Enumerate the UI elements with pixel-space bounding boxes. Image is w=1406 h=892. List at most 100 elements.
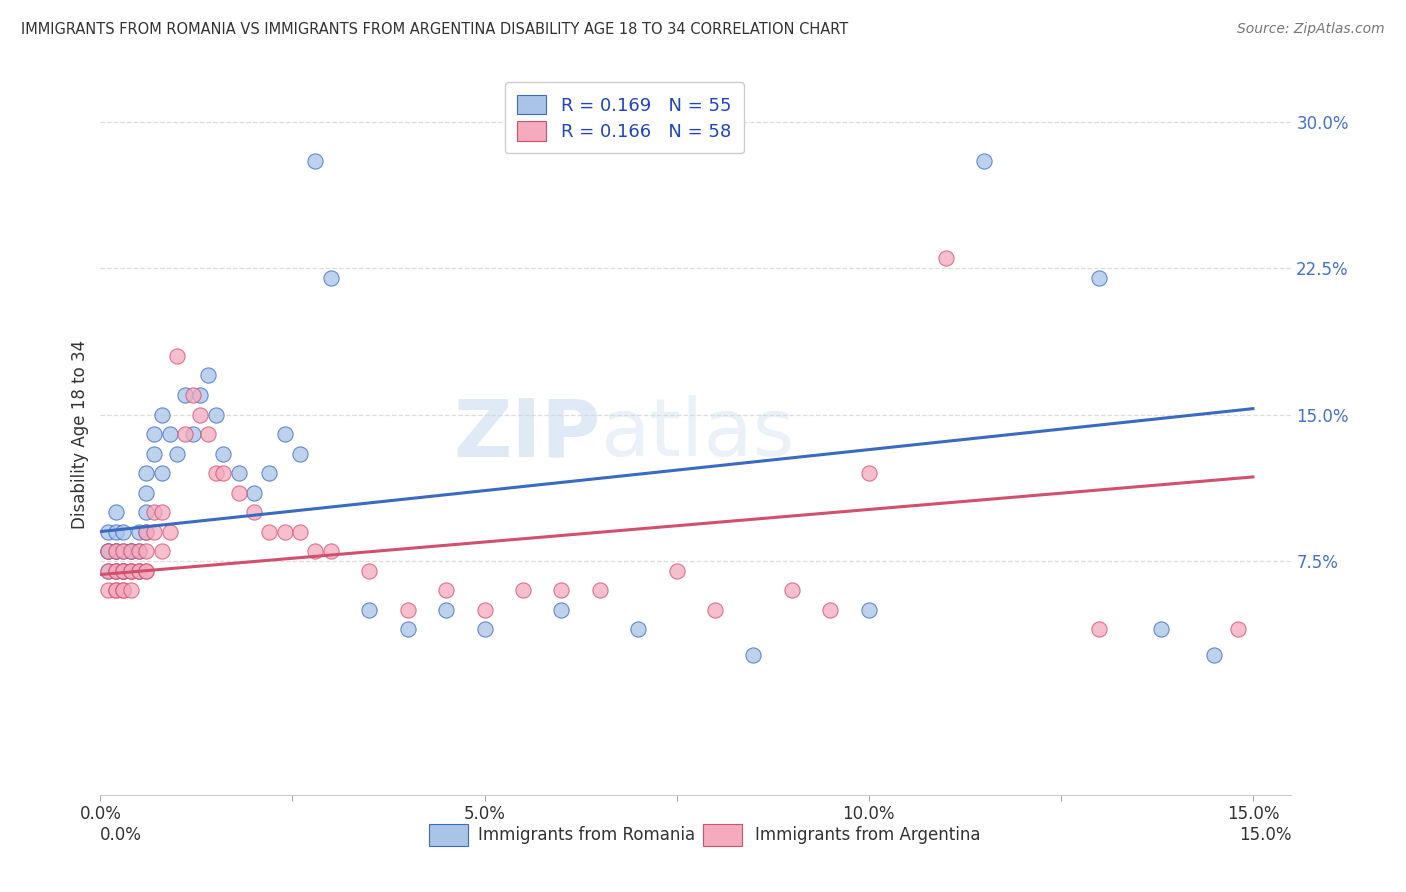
Text: IMMIGRANTS FROM ROMANIA VS IMMIGRANTS FROM ARGENTINA DISABILITY AGE 18 TO 34 COR: IMMIGRANTS FROM ROMANIA VS IMMIGRANTS FR… [21,22,848,37]
Point [150,505,173,519]
Point [104,564,127,578]
Point [97,544,120,558]
Point [97,583,120,598]
Point [150,466,173,480]
Legend: R = 0.169   N = 55, R = 0.166   N = 58: R = 0.169 N = 55, R = 0.166 N = 58 [505,82,744,153]
Point [935,252,957,266]
Point [973,153,995,168]
Point [274,427,297,442]
Point [150,408,173,422]
Point [589,583,612,598]
Point [259,466,281,480]
Point [243,505,266,519]
Point [1226,622,1249,636]
Point [120,564,142,578]
Point [128,564,150,578]
Text: 0.0%: 0.0% [100,826,142,844]
Point [288,446,311,460]
Point [112,564,135,578]
Point [104,583,127,598]
Point [173,427,195,442]
Point [135,544,157,558]
Point [319,271,342,285]
Point [243,485,266,500]
Point [1204,648,1226,662]
Point [288,524,311,539]
Text: atlas: atlas [600,395,794,473]
Point [143,505,166,519]
Point [212,466,235,480]
Point [112,583,135,598]
Point [97,544,120,558]
Point [135,564,157,578]
Point [742,648,765,662]
Point [159,524,181,539]
Point [550,583,572,598]
Text: Immigrants from Argentina: Immigrants from Argentina [755,826,980,844]
Point [1088,271,1111,285]
Point [128,544,150,558]
Point [396,622,419,636]
Point [304,153,326,168]
Point [104,564,127,578]
Point [858,602,880,616]
Point [135,485,157,500]
Y-axis label: Disability Age 18 to 34: Disability Age 18 to 34 [72,340,89,529]
Point [434,583,457,598]
Point [204,408,226,422]
Point [135,524,157,539]
Point [204,466,226,480]
Point [212,446,235,460]
Point [112,564,135,578]
Point [512,583,534,598]
Point [197,368,219,383]
Point [474,602,496,616]
Point [166,349,188,363]
Point [858,466,880,480]
Point [112,564,135,578]
Point [97,564,120,578]
Point [120,544,142,558]
Point [104,505,127,519]
Point [104,524,127,539]
Point [228,466,250,480]
Point [820,602,842,616]
Point [120,544,142,558]
Point [104,544,127,558]
Point [1150,622,1173,636]
Point [304,544,326,558]
Text: ZIP: ZIP [453,395,600,473]
Point [120,564,142,578]
Point [97,564,120,578]
Point [112,524,135,539]
Point [143,446,166,460]
Point [181,427,204,442]
Point [112,544,135,558]
Point [143,524,166,539]
Point [112,564,135,578]
Point [274,524,297,539]
Point [135,524,157,539]
Point [359,602,381,616]
Point [104,544,127,558]
Point [434,602,457,616]
Point [143,427,166,442]
Point [665,564,688,578]
Point [104,544,127,558]
Text: Immigrants from Romania: Immigrants from Romania [478,826,695,844]
Point [112,544,135,558]
Point [120,544,142,558]
Point [135,564,157,578]
Point [228,485,250,500]
Point [173,388,195,402]
Point [181,388,204,402]
Point [128,544,150,558]
Point [159,427,181,442]
Point [474,622,496,636]
Point [396,602,419,616]
Point [150,544,173,558]
Point [104,564,127,578]
Point [259,524,281,539]
Point [120,564,142,578]
Point [704,602,727,616]
